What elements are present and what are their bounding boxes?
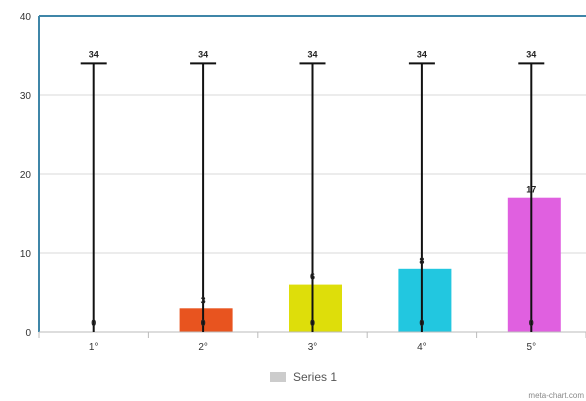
error-low-label: 0 — [201, 318, 206, 328]
y-tick-label: 0 — [25, 328, 31, 339]
y-tick-label: 10 — [20, 249, 32, 260]
error-low-label: 0 — [529, 318, 534, 328]
bar — [398, 268, 452, 332]
x-tick-label: 4° — [417, 342, 427, 353]
y-tick-label: 40 — [20, 12, 32, 23]
y-tick-label: 20 — [20, 170, 32, 181]
x-tick-label: 3° — [308, 342, 318, 353]
y-tick-label: 30 — [20, 91, 32, 102]
error-low-label: 0 — [310, 318, 315, 328]
bar-value-label: 17 — [526, 185, 536, 195]
error-high-label: 34 — [89, 49, 99, 59]
bar-value-label: 3 — [201, 295, 206, 305]
bar-value-label: 8 — [419, 256, 424, 266]
error-low-label: 0 — [419, 318, 424, 328]
x-tick-label: 5° — [527, 342, 537, 353]
error-high-label: 34 — [198, 49, 208, 59]
error-high-label: 34 — [526, 49, 536, 59]
x-tick-label: 2° — [198, 342, 208, 353]
error-high-label: 34 — [307, 49, 317, 59]
bar — [289, 284, 342, 332]
legend-swatch — [270, 372, 286, 382]
legend: Series 1 — [270, 370, 337, 384]
x-tick-label: 1° — [89, 342, 99, 353]
error-high-label: 34 — [417, 49, 427, 59]
watermark-credit: meta-chart.com — [528, 391, 584, 400]
legend-label: Series 1 — [293, 370, 338, 384]
bar-value-label: 6 — [310, 272, 315, 282]
error-low-label: 0 — [91, 318, 96, 328]
bar — [179, 308, 233, 332]
bar — [507, 197, 561, 332]
